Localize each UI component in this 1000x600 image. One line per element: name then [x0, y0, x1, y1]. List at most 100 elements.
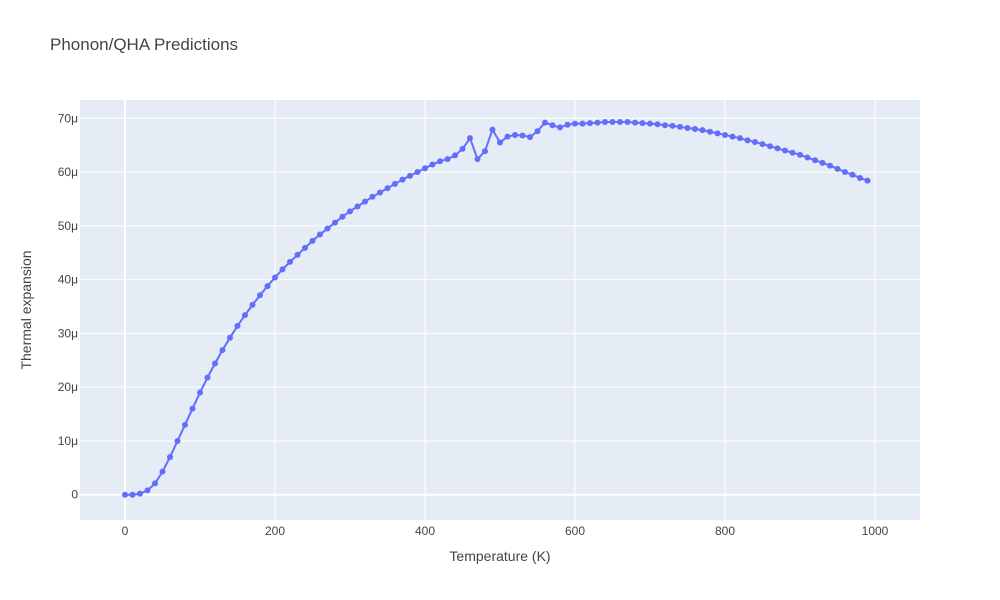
data-point[interactable]: [467, 135, 473, 142]
data-point[interactable]: [219, 347, 226, 354]
data-point[interactable]: [459, 145, 466, 152]
data-point[interactable]: [647, 120, 653, 127]
plot-area[interactable]: [80, 100, 920, 520]
data-point[interactable]: [534, 128, 541, 135]
data-point[interactable]: [167, 454, 173, 461]
data-point[interactable]: [399, 176, 406, 183]
data-point[interactable]: [774, 145, 781, 152]
data-point[interactable]: [617, 119, 623, 126]
data-point[interactable]: [287, 258, 293, 265]
data-point[interactable]: [512, 131, 518, 138]
data-point[interactable]: [662, 122, 668, 129]
data-point[interactable]: [759, 141, 766, 148]
data-point[interactable]: [572, 120, 578, 127]
data-point[interactable]: [587, 120, 593, 127]
data-point[interactable]: [804, 154, 811, 161]
data-point[interactable]: [504, 133, 511, 140]
data-point[interactable]: [137, 490, 143, 497]
data-point[interactable]: [594, 119, 601, 126]
data-point[interactable]: [767, 143, 773, 150]
data-point[interactable]: [834, 165, 841, 172]
data-point[interactable]: [249, 301, 256, 308]
data-point[interactable]: [317, 231, 323, 238]
data-point[interactable]: [849, 171, 856, 178]
data-point[interactable]: [482, 148, 488, 155]
data-point[interactable]: [714, 130, 721, 137]
data-point[interactable]: [234, 322, 241, 329]
data-point[interactable]: [609, 119, 616, 126]
data-point[interactable]: [302, 244, 308, 251]
data-point[interactable]: [324, 225, 331, 232]
data-point[interactable]: [444, 156, 451, 163]
data-point[interactable]: [677, 123, 683, 130]
data-point[interactable]: [407, 172, 413, 179]
data-point[interactable]: [384, 185, 391, 192]
data-point[interactable]: [377, 189, 383, 196]
data-point[interactable]: [782, 147, 788, 154]
data-point[interactable]: [527, 134, 533, 141]
data-point[interactable]: [144, 487, 151, 494]
data-point[interactable]: [264, 283, 271, 290]
data-point[interactable]: [669, 122, 676, 129]
data-point[interactable]: [174, 437, 181, 444]
data-point[interactable]: [354, 203, 361, 210]
data-point[interactable]: [474, 156, 481, 163]
data-point[interactable]: [159, 468, 166, 475]
data-point[interactable]: [204, 374, 211, 381]
data-point[interactable]: [842, 169, 848, 176]
data-point[interactable]: [737, 135, 743, 142]
data-point[interactable]: [497, 139, 503, 146]
data-point[interactable]: [549, 122, 556, 129]
data-point[interactable]: [182, 421, 188, 428]
data-point[interactable]: [827, 162, 833, 169]
data-point[interactable]: [452, 152, 458, 159]
data-point[interactable]: [632, 119, 638, 126]
data-point[interactable]: [309, 237, 316, 244]
data-point[interactable]: [369, 193, 376, 200]
data-point[interactable]: [857, 174, 863, 181]
data-point[interactable]: [684, 124, 691, 131]
data-point[interactable]: [699, 127, 706, 134]
data-point[interactable]: [437, 158, 443, 165]
data-point[interactable]: [819, 159, 826, 166]
data-point[interactable]: [564, 121, 571, 128]
data-point[interactable]: [624, 119, 631, 126]
data-point[interactable]: [332, 219, 338, 226]
data-point[interactable]: [722, 131, 728, 138]
data-point[interactable]: [519, 132, 526, 139]
data-point[interactable]: [227, 334, 233, 341]
data-point[interactable]: [129, 491, 136, 498]
data-point[interactable]: [347, 208, 353, 215]
data-point[interactable]: [557, 124, 563, 131]
data-point[interactable]: [579, 120, 586, 127]
data-point[interactable]: [422, 165, 428, 172]
data-point[interactable]: [489, 126, 496, 133]
data-point[interactable]: [797, 151, 803, 158]
data-point[interactable]: [257, 292, 263, 299]
data-point[interactable]: [362, 198, 368, 205]
data-point[interactable]: [864, 177, 871, 184]
data-point[interactable]: [692, 126, 698, 133]
data-point[interactable]: [122, 491, 128, 498]
data-point[interactable]: [189, 405, 196, 412]
data-point[interactable]: [392, 180, 398, 187]
data-point[interactable]: [279, 266, 286, 273]
data-point[interactable]: [414, 169, 421, 176]
data-point[interactable]: [812, 157, 818, 164]
data-point[interactable]: [429, 161, 436, 168]
data-point[interactable]: [152, 480, 158, 487]
data-point[interactable]: [197, 389, 203, 396]
data-point[interactable]: [272, 274, 278, 281]
data-point[interactable]: [707, 128, 713, 135]
data-point[interactable]: [729, 133, 736, 140]
data-point[interactable]: [654, 121, 661, 128]
data-point[interactable]: [602, 119, 608, 126]
data-point[interactable]: [752, 138, 758, 145]
data-point[interactable]: [639, 120, 646, 127]
data-point[interactable]: [744, 137, 751, 144]
data-point[interactable]: [542, 119, 548, 126]
data-point[interactable]: [789, 149, 796, 156]
data-point[interactable]: [294, 251, 301, 258]
data-point[interactable]: [212, 360, 218, 367]
data-point[interactable]: [339, 213, 346, 220]
